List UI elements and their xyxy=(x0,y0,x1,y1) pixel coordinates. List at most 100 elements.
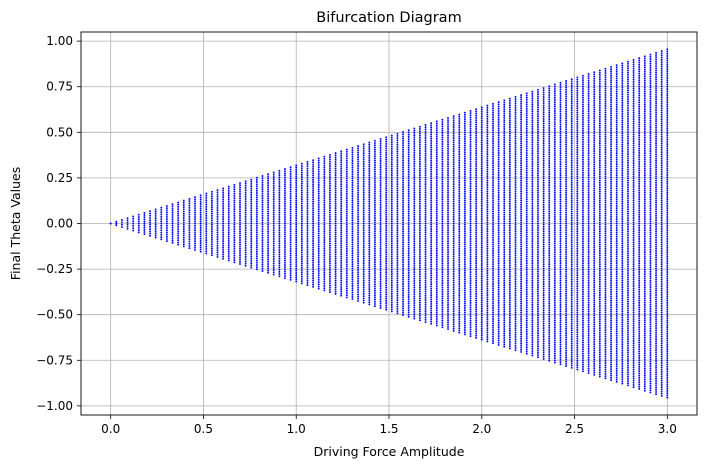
data-point xyxy=(396,145,399,148)
data-point xyxy=(542,120,545,123)
data-point xyxy=(413,211,416,214)
data-point xyxy=(210,203,213,206)
data-point xyxy=(435,307,438,309)
data-point xyxy=(390,224,393,227)
data-point xyxy=(182,245,185,248)
data-point xyxy=(407,157,410,160)
data-point xyxy=(345,256,348,259)
data-point xyxy=(520,348,523,351)
data-point xyxy=(413,222,416,225)
data-point xyxy=(362,262,365,265)
data-point xyxy=(306,251,309,254)
data-point xyxy=(441,304,444,307)
data-point xyxy=(531,174,534,177)
data-point xyxy=(447,123,449,126)
data-point xyxy=(188,209,191,212)
data-point xyxy=(520,260,523,263)
data-point xyxy=(430,150,433,153)
data-point xyxy=(480,134,483,137)
data-point xyxy=(475,215,478,218)
data-point xyxy=(548,188,551,191)
data-point xyxy=(430,232,433,235)
data-point xyxy=(542,287,545,290)
data-point xyxy=(362,281,365,284)
data-point xyxy=(278,273,281,276)
data-point xyxy=(514,153,517,156)
data-point xyxy=(345,190,348,193)
data-point xyxy=(514,150,517,153)
data-point xyxy=(334,292,337,295)
data-point xyxy=(435,188,438,191)
data-point xyxy=(300,171,303,174)
data-point xyxy=(424,231,427,234)
data-point xyxy=(345,289,348,292)
data-point xyxy=(525,255,528,258)
data-point xyxy=(503,229,506,232)
data-point xyxy=(188,215,191,218)
data-point xyxy=(508,301,511,304)
data-point xyxy=(492,210,494,213)
data-point xyxy=(503,334,506,337)
data-point xyxy=(497,127,500,130)
data-point xyxy=(312,268,315,271)
data-point xyxy=(458,183,461,186)
data-point xyxy=(430,221,433,224)
data-point xyxy=(171,222,174,225)
data-point xyxy=(413,154,416,156)
data-point xyxy=(514,113,517,116)
data-point xyxy=(458,267,461,270)
data-point xyxy=(525,264,528,267)
data-point xyxy=(514,250,517,252)
data-point xyxy=(525,319,528,322)
data-point xyxy=(194,196,196,199)
data-point xyxy=(548,142,551,145)
data-point xyxy=(531,218,534,221)
data-point xyxy=(520,149,523,151)
data-point xyxy=(452,148,455,150)
data-point xyxy=(357,244,360,247)
data-point xyxy=(475,180,478,183)
data-point xyxy=(143,230,146,233)
data-point xyxy=(340,150,343,153)
data-point xyxy=(537,303,539,306)
data-point xyxy=(531,336,534,339)
data-point xyxy=(362,259,365,262)
data-point xyxy=(317,188,320,191)
data-point xyxy=(430,142,433,144)
data-point xyxy=(497,271,500,274)
data-point xyxy=(357,173,360,176)
data-point xyxy=(351,166,354,169)
data-point xyxy=(486,267,489,270)
data-point xyxy=(250,235,253,238)
data-point xyxy=(537,108,539,111)
data-point xyxy=(492,236,494,239)
data-point xyxy=(452,207,455,210)
data-point xyxy=(340,261,343,264)
data-point xyxy=(480,279,483,282)
data-point xyxy=(362,240,365,243)
data-point xyxy=(508,303,511,306)
data-point xyxy=(345,166,348,169)
data-point xyxy=(233,197,236,200)
data-point xyxy=(441,277,444,280)
data-point xyxy=(362,288,365,291)
data-point xyxy=(210,201,213,204)
data-point xyxy=(407,133,410,136)
data-point xyxy=(390,154,393,157)
data-point xyxy=(295,179,298,182)
data-point xyxy=(424,189,427,192)
data-point xyxy=(537,95,539,98)
data-point xyxy=(520,129,523,132)
data-point xyxy=(194,248,196,251)
data-point xyxy=(402,170,405,173)
data-point xyxy=(272,253,275,256)
data-point xyxy=(458,192,461,195)
data-point xyxy=(351,289,354,292)
data-point xyxy=(255,257,258,260)
data-point xyxy=(407,236,410,239)
data-point xyxy=(525,187,528,190)
data-point xyxy=(514,148,517,151)
data-point xyxy=(548,206,551,208)
data-point xyxy=(267,197,270,200)
data-point xyxy=(469,147,472,150)
